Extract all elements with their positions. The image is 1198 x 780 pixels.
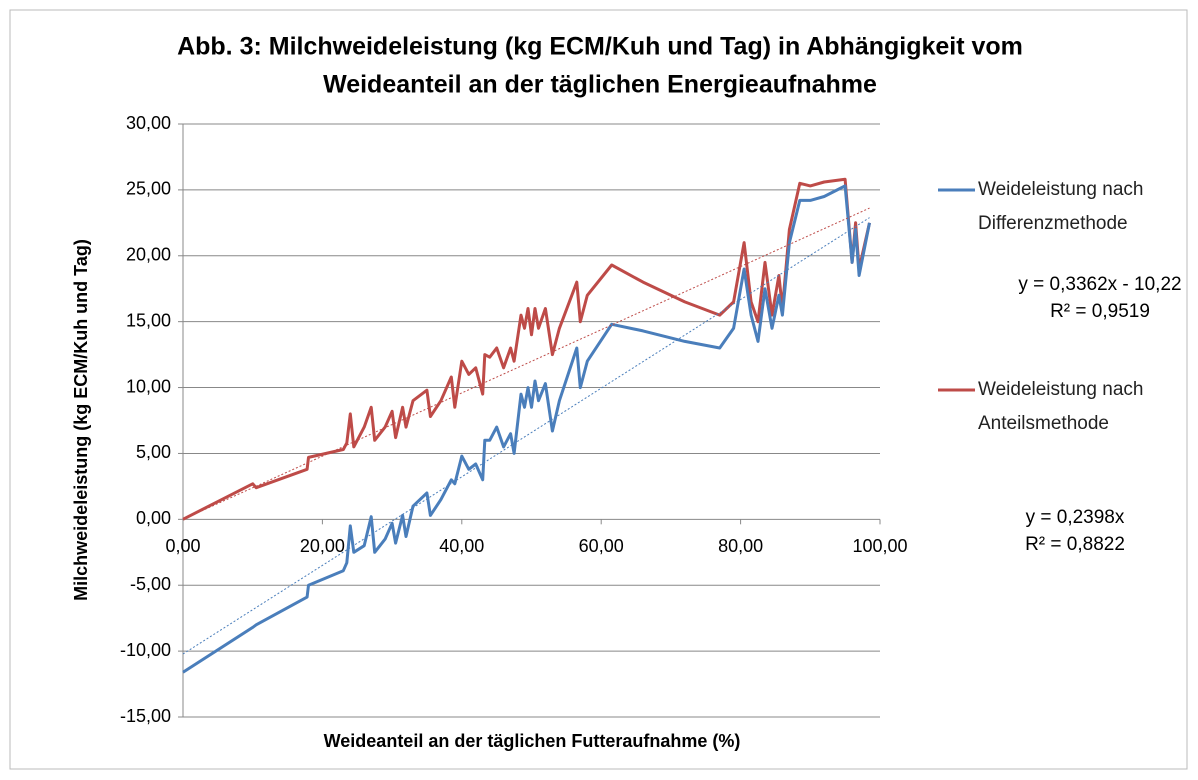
y-axis-label: Milchweideleistung (kg ECM/Kuh und Tag) bbox=[71, 239, 91, 601]
legend-label: Weideleistung nach Anteilsmethode bbox=[978, 379, 1144, 434]
series-line bbox=[182, 177, 871, 521]
y-tick-label: 20,00 bbox=[126, 245, 171, 265]
trend-r2: R² = 0,9519 bbox=[1050, 301, 1150, 322]
x-tick-label: 20,00 bbox=[300, 536, 345, 556]
y-tick-label: 0,00 bbox=[136, 508, 171, 528]
y-tick-label: 10,00 bbox=[126, 376, 171, 396]
y-tick-label: 15,00 bbox=[126, 310, 171, 330]
y-tick-label: -5,00 bbox=[130, 574, 171, 594]
y-tick-label: -15,00 bbox=[120, 706, 171, 726]
x-tick-label: 100,00 bbox=[852, 536, 907, 556]
trend-line bbox=[182, 207, 870, 520]
y-tick-label: 25,00 bbox=[126, 179, 171, 199]
trend-equation: y = 0,2398x bbox=[1026, 507, 1125, 528]
legend-label: Weideleistung nach Differenzmethode bbox=[978, 179, 1144, 234]
chart-title: Abb. 3: Milchweideleistung (kg ECM/Kuh u… bbox=[177, 33, 1023, 61]
trend-r2: R² = 0,8822 bbox=[1025, 534, 1125, 555]
chart-title: Weideanteil an der täglichen Energieaufn… bbox=[323, 71, 877, 99]
x-axis-label: Weideanteil an der täglichen Futteraufna… bbox=[324, 731, 741, 751]
series-line bbox=[182, 184, 871, 674]
trend-equation: y = 0,3362x - 10,22 bbox=[1018, 274, 1181, 295]
x-tick-label: 60,00 bbox=[579, 536, 624, 556]
trend-line bbox=[182, 217, 870, 655]
y-tick-label: 30,00 bbox=[126, 113, 171, 133]
x-tick-label: 80,00 bbox=[718, 536, 763, 556]
x-tick-label: 0,00 bbox=[165, 536, 200, 556]
y-tick-label: -10,00 bbox=[120, 640, 171, 660]
x-tick-label: 40,00 bbox=[439, 536, 484, 556]
y-tick-label: 5,00 bbox=[136, 442, 171, 462]
